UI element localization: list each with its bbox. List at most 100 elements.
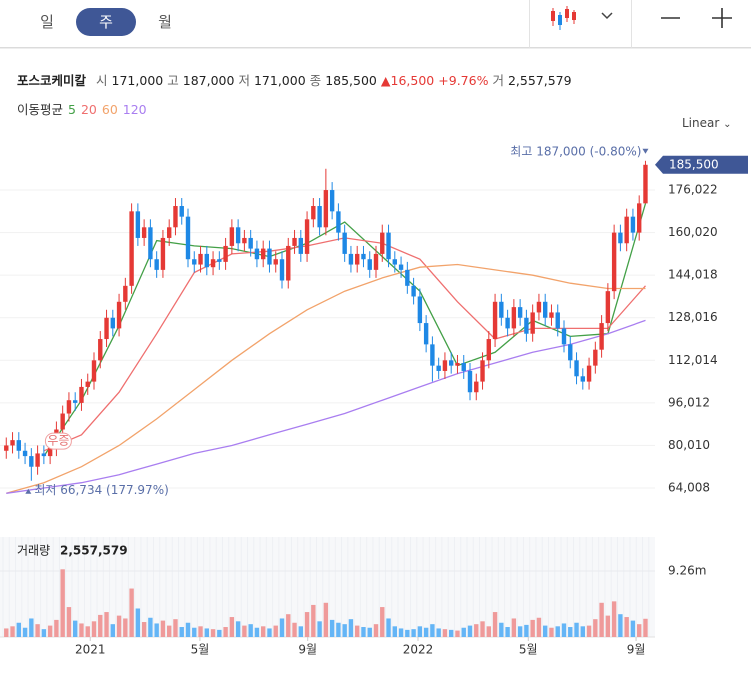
candle-body — [630, 216, 636, 233]
volume-bar — [235, 621, 241, 637]
volume-bar — [492, 612, 498, 637]
dropdown-chevron[interactable] — [601, 12, 613, 20]
chart-type-icon[interactable] — [551, 6, 576, 30]
candle-body — [16, 440, 21, 451]
volume-bar — [167, 625, 172, 637]
volume-bar — [10, 626, 15, 637]
volume-bar — [210, 629, 216, 637]
candle-body — [417, 296, 423, 324]
volume-bar — [135, 608, 141, 637]
volume-bar — [173, 619, 178, 637]
volume-bar — [355, 625, 360, 637]
candle-body — [367, 259, 372, 270]
event-badge — [44, 432, 72, 450]
volume-bar — [317, 621, 322, 637]
candle-body — [273, 259, 278, 265]
volume-latest: 2,557,579 — [60, 544, 128, 558]
volume-bar — [593, 619, 598, 637]
ma-line — [43, 203, 647, 457]
volume-bar — [248, 624, 253, 637]
candle-body — [511, 307, 517, 329]
volume-panel — [0, 537, 655, 637]
volume-bar — [524, 624, 529, 637]
volume-bar — [423, 627, 429, 637]
quote-value: 187,000 — [182, 73, 235, 88]
volume-bar — [54, 619, 59, 637]
volume-bar — [599, 602, 604, 637]
tab[interactable]: 일 — [40, 13, 54, 31]
volume-bar — [474, 624, 479, 637]
candle-body — [524, 317, 529, 334]
volume-bar — [298, 626, 303, 637]
quote-label: 거 — [492, 73, 504, 88]
candle-body — [41, 453, 47, 457]
candle-body — [392, 259, 397, 265]
tab[interactable]: 월 — [158, 13, 172, 31]
candle-body — [611, 232, 617, 292]
candle-body — [304, 219, 310, 254]
candle-body — [480, 360, 485, 382]
x-tick-label: 9월 — [298, 643, 317, 657]
quote-value: 2,557,579 — [507, 73, 572, 88]
candle-body — [254, 248, 260, 260]
candle-body — [317, 206, 322, 228]
candle-body — [643, 164, 648, 204]
volume-bar — [254, 627, 260, 637]
volume-bar — [586, 625, 592, 637]
tab[interactable]: 주 — [76, 8, 136, 36]
candle-body — [35, 453, 40, 467]
candle-body — [204, 253, 209, 268]
scale-label[interactable]: Linear — [682, 116, 720, 130]
volume-bar — [361, 627, 366, 637]
volume-bar — [511, 618, 517, 637]
legend-entry: 20 — [80, 102, 97, 117]
candle-body — [73, 400, 78, 403]
candle-body — [10, 440, 15, 446]
quote-row: 포스코케미칼 시 171,000 고 187,000 저 171,000 종 185,500 ▲1… — [17, 70, 576, 89]
candle-body — [154, 259, 159, 270]
ma-legend: 이동평균 5 20 60 120 — [17, 99, 152, 118]
candle-body — [561, 328, 567, 345]
volume-bar — [47, 625, 53, 637]
candle-body — [405, 269, 410, 286]
volume-bar — [141, 622, 147, 637]
volume-bar — [60, 569, 65, 637]
volume-bar — [329, 619, 335, 637]
candle-body — [586, 365, 592, 382]
candle-body — [160, 237, 166, 270]
quote-value: 171,000 — [111, 73, 164, 88]
candle-body — [348, 253, 354, 265]
low-marker — [25, 488, 32, 494]
scale-toggle[interactable]: Linear ⌄ — [682, 116, 732, 130]
candle-body — [98, 339, 103, 361]
candle-body — [536, 301, 542, 313]
up-arrow: ▲ — [380, 73, 391, 88]
candle-body — [91, 360, 97, 382]
quote-label: 저 — [238, 73, 250, 88]
volume-bar — [148, 617, 153, 637]
volume-bar — [110, 624, 115, 637]
volume-bar — [411, 629, 416, 637]
candle-body — [323, 190, 329, 228]
candle-body — [624, 216, 629, 244]
candle-body — [210, 259, 216, 268]
candle-body — [298, 237, 303, 254]
candle-body — [549, 312, 554, 318]
candle-body — [104, 317, 109, 340]
candle-body — [110, 317, 115, 329]
volume-bar — [549, 627, 554, 637]
volume-bar — [304, 612, 310, 637]
candle-body — [179, 206, 184, 217]
volume-bar — [98, 614, 103, 637]
candle-body — [355, 253, 360, 265]
low-label: 최저 66,734 (177.97%) — [34, 483, 168, 497]
zoom-in[interactable] — [712, 8, 732, 28]
candle-body — [555, 312, 560, 329]
quote-label: 종 — [309, 73, 322, 88]
candle-body — [517, 307, 523, 318]
volume-bar — [449, 629, 454, 637]
candle-body — [492, 301, 498, 340]
x-tick-label: 2021 — [75, 643, 106, 657]
volume-bar — [116, 615, 122, 637]
